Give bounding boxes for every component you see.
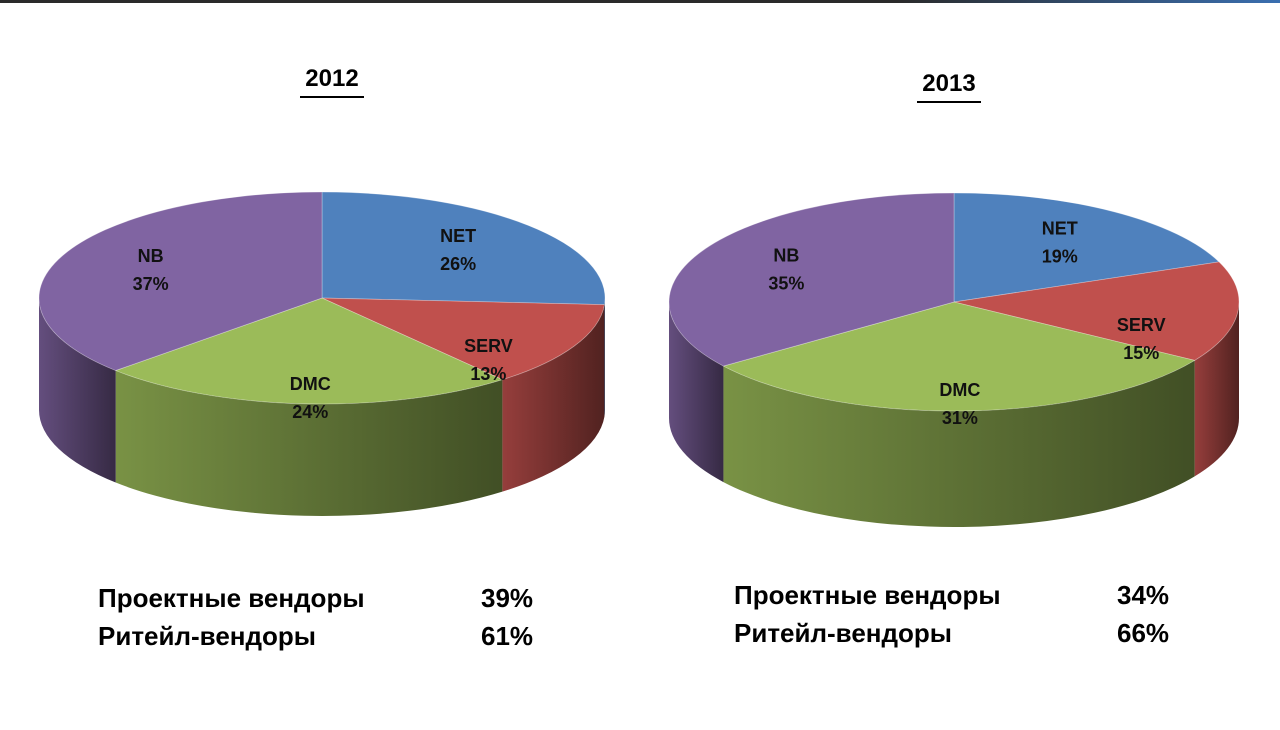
pie-side-nb	[39, 298, 116, 483]
slice-label-nb: NB	[773, 245, 799, 265]
slice-pct-net: 19%	[1042, 246, 1078, 266]
pie-side-net	[604, 298, 605, 417]
pie-slice-nb	[38, 191, 323, 371]
summary-row: Ритейл-вендоры 66%	[734, 618, 1194, 656]
slice-label-net: NET	[440, 226, 476, 246]
pie-slice-nb	[668, 192, 955, 367]
pie-slice-net	[321, 191, 606, 306]
slice-label-nb: NB	[138, 246, 164, 266]
slice-pct-serv: 15%	[1123, 343, 1159, 363]
pie-chart-2013: NET 19% SERV 15% DMC 31% NB 35% 2013	[668, 70, 1240, 527]
summary-value: 66%	[1117, 618, 1170, 648]
pie-slice-serv	[953, 261, 1240, 361]
pie-side-serv	[1194, 302, 1239, 477]
summary-label: Ритейл-вендоры	[734, 618, 952, 648]
pie-slice-net	[953, 192, 1220, 303]
pie-chart-2012: NET 26% SERV 13% DMC 24% NB 37% 2012	[38, 65, 606, 516]
pie-slice-dmc	[722, 301, 1196, 412]
pie-side-dmc	[115, 370, 503, 516]
summary-label: Ритейл-вендоры	[98, 621, 316, 651]
summary-value: 39%	[481, 583, 534, 613]
pie-side-dmc	[723, 360, 1195, 527]
pie-side-serv	[502, 304, 605, 492]
slice-pct-net: 26%	[440, 254, 476, 274]
summary-2012: Проектные вендоры 39% Ритейл-вендоры 61%	[98, 583, 558, 659]
slice-label-net: NET	[1042, 218, 1078, 238]
slice-label-dmc: DMC	[290, 374, 331, 394]
pie-slice-dmc	[114, 297, 504, 405]
pie-slice-serv	[321, 297, 605, 381]
summary-value: 34%	[1117, 580, 1170, 610]
slice-pct-nb: 37%	[133, 274, 169, 294]
slice-pct-serv: 13%	[470, 364, 506, 384]
top-rule	[0, 0, 1280, 3]
slice-pct-dmc: 24%	[292, 402, 328, 422]
slice-label-dmc: DMC	[939, 380, 980, 400]
chart-title: 2012	[305, 65, 358, 92]
summary-label: Проектные вендоры	[734, 580, 1001, 610]
slice-label-serv: SERV	[1117, 315, 1166, 335]
summary-row: Ритейл-вендоры 61%	[98, 621, 558, 659]
summary-value: 61%	[481, 621, 534, 651]
summary-row: Проектные вендоры 34%	[734, 580, 1194, 618]
slice-label-serv: SERV	[464, 336, 513, 356]
summary-row: Проектные вендоры 39%	[98, 583, 558, 621]
summary-label: Проектные вендоры	[98, 583, 365, 613]
chart-title: 2013	[922, 70, 975, 97]
pie-side-nb	[669, 302, 724, 483]
slice-pct-nb: 35%	[768, 273, 804, 293]
slice-pct-dmc: 31%	[942, 408, 978, 428]
summary-2013: Проектные вендоры 34% Ритейл-вендоры 66%	[734, 580, 1194, 656]
